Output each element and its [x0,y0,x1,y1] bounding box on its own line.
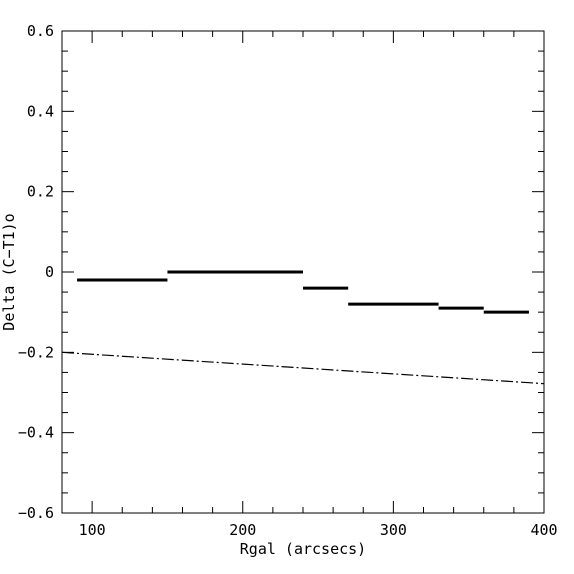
tick-labels: 100 200 300 400 −0.6 −0.4 −0.2 0 0.2 0.4 0.6 [18,22,558,539]
x-axis-label: Rgal (arcsecs) [240,540,366,558]
y-tick-label: 0.2 [27,183,54,201]
dash-dot-line [61,351,545,385]
y-tick-label: 0 [45,263,54,281]
y-tick-label: −0.6 [18,504,54,522]
x-tick-label: 200 [229,521,256,539]
y-tick-label: −0.2 [18,343,54,361]
y-tick-label: −0.4 [18,424,54,442]
x-tick-label: 400 [530,521,557,539]
y-tick-label: 0.4 [27,102,54,120]
y-axis-label: Delta (C−T1)o [0,213,18,330]
ticks [61,30,545,514]
x-tick-label: 300 [380,521,407,539]
x-tick-label: 100 [79,521,106,539]
data-marks [61,270,545,385]
y-tick-label: 0.6 [27,22,54,40]
